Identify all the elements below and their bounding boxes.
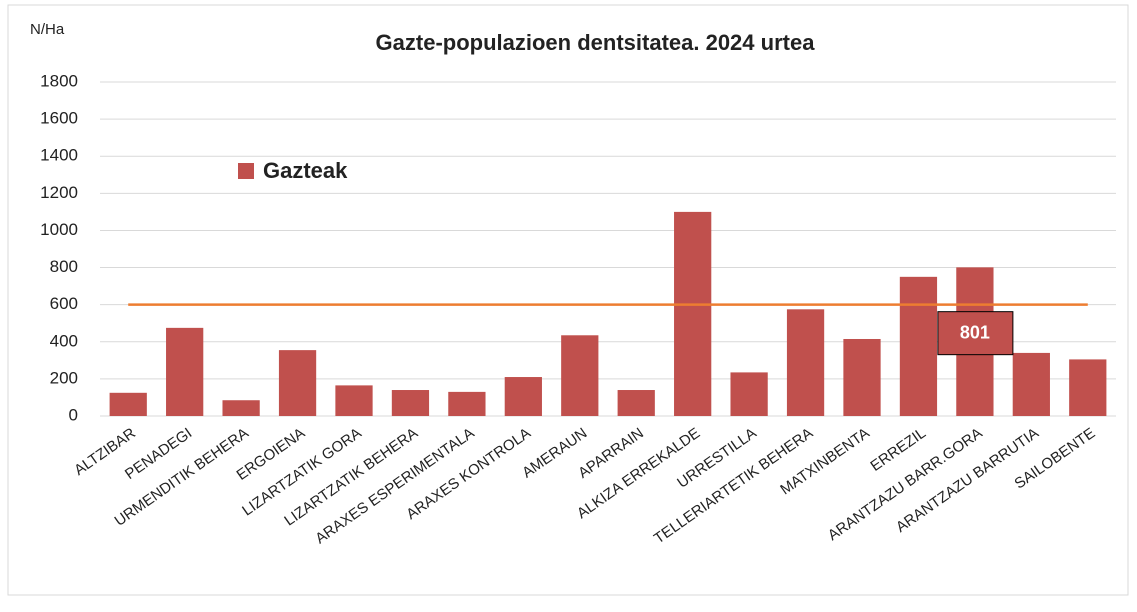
y-tick-label: 1400 xyxy=(40,146,78,165)
chart-frame xyxy=(7,4,1129,596)
y-tick-label: 1000 xyxy=(40,220,78,239)
legend-label: Gazteak xyxy=(263,158,348,183)
data-label: 801 xyxy=(960,322,990,342)
legend-swatch xyxy=(238,163,254,179)
bar xyxy=(1069,359,1107,416)
bar xyxy=(504,377,542,416)
y-tick-label: 1200 xyxy=(40,183,78,202)
y-tick-label: 400 xyxy=(50,331,78,350)
y-tick-label: 200 xyxy=(50,368,78,387)
bar xyxy=(617,390,655,416)
bar xyxy=(278,350,317,416)
bar xyxy=(786,309,825,416)
bar xyxy=(335,385,373,416)
y-tick-label: 0 xyxy=(69,405,78,424)
bar xyxy=(109,392,147,416)
bar xyxy=(561,335,599,416)
bar xyxy=(448,391,486,416)
y-tick-label: 1600 xyxy=(40,109,78,128)
y-tick-label: 800 xyxy=(50,257,78,276)
bar xyxy=(1012,352,1050,416)
y-axis-label: N/Ha xyxy=(30,21,65,38)
data-label-box xyxy=(937,311,1014,356)
bar xyxy=(730,372,768,416)
bar xyxy=(843,338,881,416)
bar xyxy=(674,211,712,416)
y-tick-label: 600 xyxy=(50,294,78,313)
chart-title: Gazte-populazioen dentsitatea. 2024 urte… xyxy=(376,30,816,55)
bar xyxy=(222,400,260,416)
bar xyxy=(391,390,430,416)
bar xyxy=(166,327,204,416)
y-tick-label: 1800 xyxy=(40,71,78,90)
bar xyxy=(899,276,938,416)
